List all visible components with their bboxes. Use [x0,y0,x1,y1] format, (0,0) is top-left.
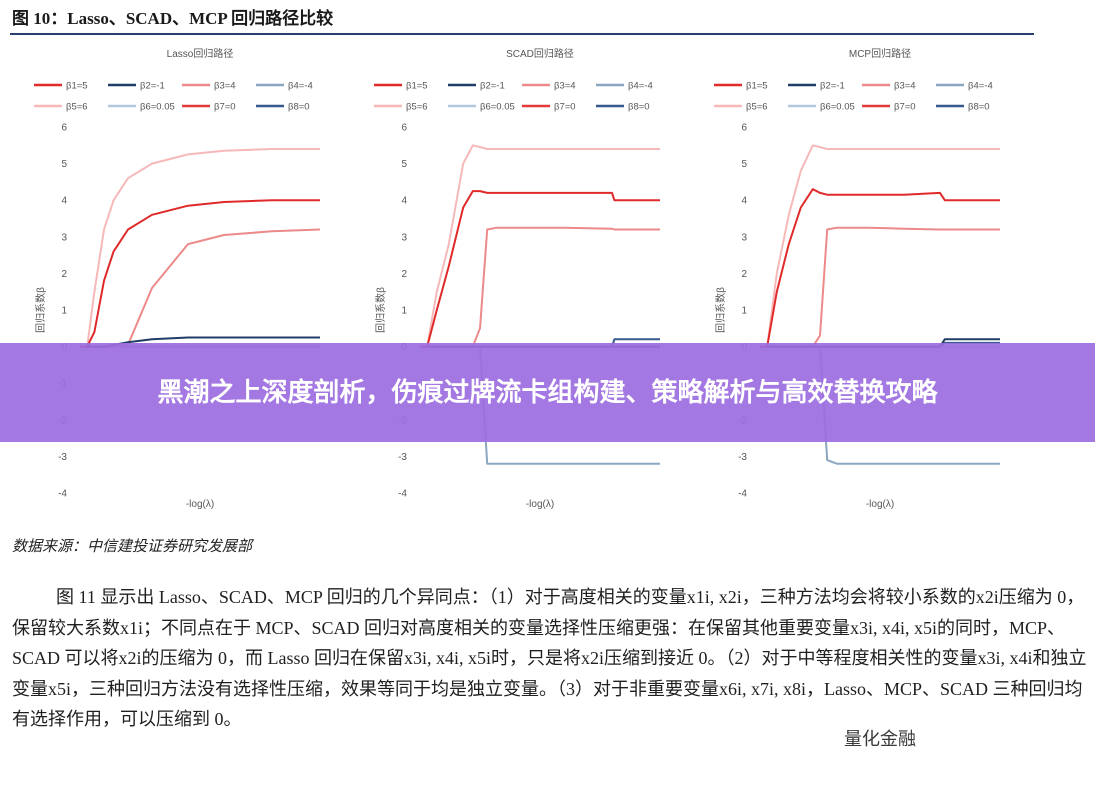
legend-label: β8=0 [288,102,310,113]
legend-label: β7=0 [894,102,916,113]
y-tick-label: 2 [741,269,747,280]
y-tick-label: 1 [61,306,67,317]
legend-label: β2=-1 [820,81,845,92]
figure-title: 图 10：Lasso、SCAD、MCP 回归路径比较 [12,9,334,28]
legend-label: β8=0 [628,102,650,113]
legend-label: β8=0 [968,102,990,113]
x-axis-label: -log(λ) [186,499,214,510]
legend-label: β5=6 [746,102,768,113]
series-line [420,190,660,348]
chart-svg: Lasso回归路径 β1=5 β2=-1 β3=4 β4=-4 β5=6 β6=0.05 β7… [34,47,321,510]
legend-label: β3=4 [214,81,236,92]
y-tick-label: 3 [741,232,747,243]
watermark: 量化金融 [840,725,920,751]
y-tick-label: 2 [401,269,407,280]
x-axis-label: -log(λ) [526,499,554,510]
y-tick-label: 6 [741,123,747,134]
paragraph-text: 图 11 显示出 Lasso、SCAD、MCP 回归的几个异同点：（1）对于高度… [12,587,1087,729]
legend-label: β1=5 [746,81,768,92]
y-tick-label: 3 [401,232,407,243]
series-line [760,188,1000,348]
y-axis-label: 回归系数β [714,287,727,333]
chart-title: Lasso回归路径 [167,47,234,60]
y-tick-label: -3 [738,452,747,463]
x-axis-label: -log(λ) [866,499,894,510]
y-tick-label: 1 [741,306,747,317]
chart-svg: MCP回归路径 β1=5 β2=-1 β3=4 β4=-4 β5=6 β6=0.05 β7=0… [714,47,1000,510]
y-tick-label: 1 [401,306,407,317]
series-line [420,144,660,348]
y-tick-label: 5 [741,159,747,170]
overlay-banner: 黑潮之上深度剖析，伤痕过牌流卡组构建、策略解析与高效替换攻略 [0,343,1095,442]
y-tick-label: 6 [401,123,407,134]
series-line [420,226,660,348]
series-line [80,199,320,348]
legend-label: β4=-4 [288,81,313,92]
data-source: 数据来源：中信建投证券研究发展部 [12,539,253,555]
y-tick-label: -4 [738,489,747,500]
y-tick-label: -4 [398,489,407,500]
legend-label: β6=0.05 [820,102,855,113]
legend-label: β7=0 [214,102,236,113]
legend-label: β6=0.05 [480,102,515,113]
legend-label: β2=-1 [140,81,165,92]
analysis-paragraph: 图 11 显示出 Lasso、SCAD、MCP 回归的几个异同点：（1）对于高度… [12,582,1092,735]
legend-label: β5=6 [406,102,428,113]
y-tick-label: 2 [61,269,67,280]
chart-title: MCP回归路径 [849,47,911,60]
legend-label: β2=-1 [480,81,505,92]
title-divider [10,33,1034,35]
legend-label: β3=4 [554,81,576,92]
legend-label: β1=5 [406,81,428,92]
legend-label: β6=0.05 [140,102,175,113]
y-tick-label: -3 [58,452,67,463]
chart-svg: SCAD回归路径 β1=5 β2=-1 β3=4 β4=-4 β5=6 β6=0.05 β7=… [374,47,660,510]
series-line [80,148,320,348]
legend-label: β5=6 [66,102,88,113]
chart-title: SCAD回归路径 [506,47,574,60]
y-tick-label: 5 [61,159,67,170]
y-axis-label: 回归系数β [374,287,387,333]
y-tick-label: 3 [61,232,67,243]
legend-label: β7=0 [554,102,576,113]
y-tick-label: 4 [401,196,407,207]
y-tick-label: -4 [58,489,67,500]
chart-mcp: MCP回归路径 β1=5 β2=-1 β3=4 β4=-4 β5=6 β6=0.05 β7=0… [700,40,1020,520]
legend-label: β1=5 [66,81,88,92]
series-line [760,226,1000,348]
y-tick-label: 4 [61,196,67,207]
legend-label: β3=4 [894,81,916,92]
chart-lasso: Lasso回归路径 β1=5 β2=-1 β3=4 β4=-4 β5=6 β6=0.05 β7… [20,40,340,520]
chart-scad: SCAD回归路径 β1=5 β2=-1 β3=4 β4=-4 β5=6 β6=0.05 β7=… [360,40,680,520]
y-tick-label: -3 [398,452,407,463]
legend-label: β4=-4 [628,81,653,92]
y-tick-label: 4 [741,196,747,207]
banner-text: 黑潮之上深度剖析，伤痕过牌流卡组构建、策略解析与高效替换攻略 [157,377,938,408]
y-axis-label: 回归系数β [34,287,47,333]
series-line [760,144,1000,348]
legend-label: β4=-4 [968,81,993,92]
y-tick-label: 6 [61,123,67,134]
y-tick-label: 5 [401,159,407,170]
